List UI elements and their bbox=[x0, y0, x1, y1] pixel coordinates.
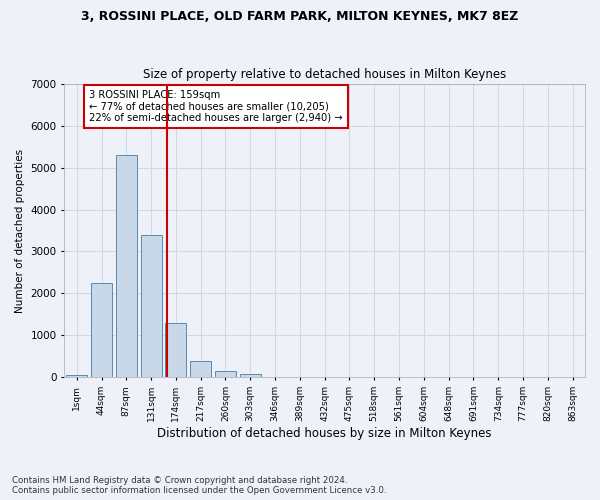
Text: Contains HM Land Registry data © Crown copyright and database right 2024.
Contai: Contains HM Land Registry data © Crown c… bbox=[12, 476, 386, 495]
Bar bbox=[240, 374, 261, 378]
Bar bbox=[166, 323, 187, 378]
Y-axis label: Number of detached properties: Number of detached properties bbox=[15, 148, 25, 312]
Text: 3, ROSSINI PLACE, OLD FARM PARK, MILTON KEYNES, MK7 8EZ: 3, ROSSINI PLACE, OLD FARM PARK, MILTON … bbox=[82, 10, 518, 23]
Title: Size of property relative to detached houses in Milton Keynes: Size of property relative to detached ho… bbox=[143, 68, 506, 81]
Bar bbox=[116, 155, 137, 378]
Bar bbox=[190, 360, 211, 378]
Bar bbox=[215, 371, 236, 378]
Bar bbox=[91, 283, 112, 378]
X-axis label: Distribution of detached houses by size in Milton Keynes: Distribution of detached houses by size … bbox=[157, 427, 492, 440]
Bar bbox=[140, 234, 161, 378]
Bar bbox=[66, 376, 87, 378]
Text: 3 ROSSINI PLACE: 159sqm
← 77% of detached houses are smaller (10,205)
22% of sem: 3 ROSSINI PLACE: 159sqm ← 77% of detache… bbox=[89, 90, 343, 123]
